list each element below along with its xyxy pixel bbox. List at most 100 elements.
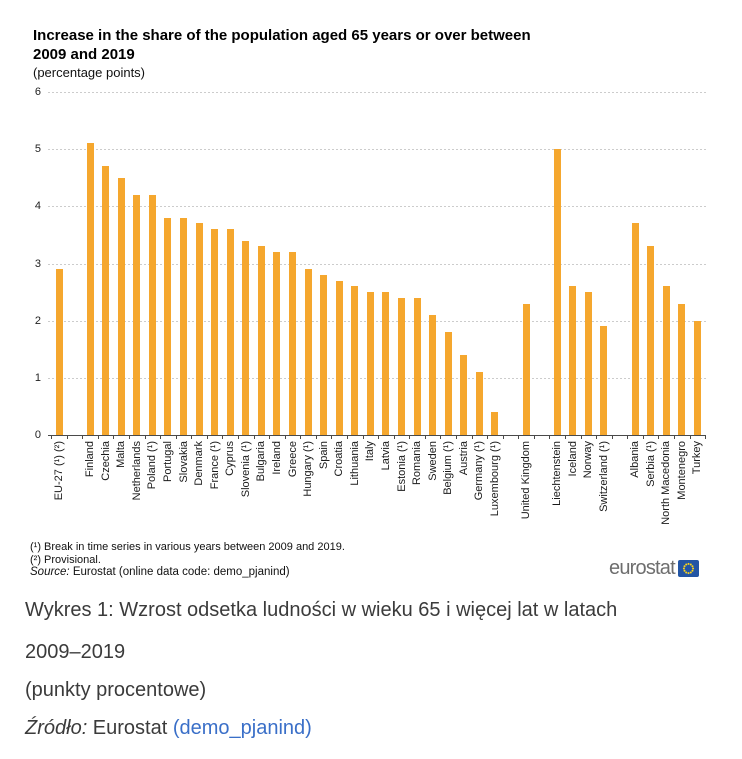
bar [180, 217, 188, 435]
x-axis-tick [627, 435, 629, 439]
bar [475, 372, 483, 435]
bar [211, 229, 219, 435]
bar [257, 246, 265, 435]
chart-title: Increase in the share of the population … [33, 27, 531, 63]
x-axis-tick [175, 435, 177, 439]
x-axis-tick [191, 435, 193, 439]
y-gridline [48, 263, 706, 265]
x-axis-tick [144, 435, 146, 439]
bar [366, 292, 374, 435]
bar [133, 194, 141, 435]
bar [304, 269, 312, 435]
bar [553, 149, 561, 435]
x-axis-tick [222, 435, 224, 439]
x-axis-tick [315, 435, 317, 439]
bar [273, 252, 281, 435]
x-axis-label: Portugal [161, 441, 174, 482]
x-axis-label: Czechia [99, 441, 112, 481]
x-axis-tick [269, 435, 271, 439]
x-axis-label: Switzerland (¹) [597, 441, 610, 512]
x-axis-label: Slovakia [177, 441, 190, 483]
x-axis-label: Finland [84, 441, 97, 478]
x-axis-label: United Kingdom [520, 441, 533, 520]
x-axis-tick [409, 435, 411, 439]
x-axis-tick [440, 435, 442, 439]
bar [429, 314, 437, 435]
x-axis-tick [705, 435, 707, 439]
caption-line-3: (punkty procentowe) [25, 679, 207, 701]
bar [460, 354, 468, 435]
x-axis-tick [113, 435, 115, 439]
x-axis-tick [487, 435, 489, 439]
x-axis-label: France (¹) [208, 441, 221, 490]
source-line: Source: Eurostat (online data code: demo… [30, 566, 290, 578]
x-axis-label: North Macedonia [660, 441, 673, 525]
y-gridline [48, 377, 706, 379]
plot-area: 0 1 2 3 4 5 6 EU-27 (¹) (²) Finland Czechia Malta N… [35, 86, 707, 525]
bar [86, 143, 94, 435]
bar [335, 280, 343, 435]
x-axis-label: Romania [411, 441, 424, 486]
x-axis-label: Belgium (¹) [442, 441, 455, 495]
bar [662, 286, 670, 435]
x-axis-tick [129, 435, 131, 439]
x-axis-label: Italy [364, 441, 377, 462]
x-axis-tick [347, 435, 349, 439]
x-axis-label: Croatia [333, 441, 346, 477]
x-axis-label: Montenegro [675, 441, 688, 500]
x-axis-tick [518, 435, 520, 439]
bar [351, 286, 359, 435]
x-axis-label: Estonia (¹) [395, 441, 408, 492]
bar [413, 297, 421, 435]
x-axis-tick [674, 435, 675, 439]
y-gridline [48, 320, 706, 322]
x-axis-tick [253, 435, 255, 439]
x-axis-tick [658, 435, 660, 439]
y-axis-label: 4 [34, 200, 41, 213]
x-axis-label: Serbia (¹) [644, 441, 657, 487]
x-axis-tick [580, 435, 582, 439]
x-axis-label: Spain [317, 441, 330, 470]
bar [55, 269, 63, 435]
bar [117, 177, 125, 435]
eurostat-logo: eurostat [609, 556, 699, 580]
bar [102, 166, 110, 435]
source-label: Source: [30, 566, 70, 578]
x-axis-label: Slovenia (¹) [239, 441, 252, 498]
bar [600, 326, 608, 435]
caption-line-1: Wykres 1: Wzrost odsetka ludności w wiek… [25, 599, 618, 621]
caption-source-link[interactable]: (demo_pjanind) [172, 717, 312, 739]
eurostat-logo-text: eurostat [609, 557, 676, 579]
bar [398, 297, 406, 435]
x-axis-tick [362, 435, 364, 439]
x-axis-label: Iceland [566, 441, 579, 477]
x-axis-tick [331, 435, 333, 439]
x-axis-tick [160, 435, 162, 439]
x-axis-label: Ireland [270, 441, 283, 475]
x-axis-tick [642, 435, 644, 439]
bar [647, 246, 655, 435]
bar [164, 217, 172, 435]
x-axis-tick [502, 435, 504, 439]
x-axis-label: Norway [582, 441, 595, 479]
footnote-1: (¹) Break in time series in various year… [30, 541, 345, 553]
y-gridline [48, 206, 706, 208]
x-axis-label: Albania [629, 441, 642, 478]
x-axis-tick [456, 435, 458, 439]
x-axis-label: Luxembourg (¹) [488, 441, 501, 517]
x-axis-label: Poland (¹) [146, 441, 159, 490]
bar [195, 223, 203, 435]
y-gridline [48, 92, 706, 93]
y-axis-label: 5 [34, 143, 41, 156]
x-axis-tick [549, 435, 551, 439]
bar [584, 292, 592, 435]
y-gridline [48, 149, 706, 151]
bar [693, 320, 701, 435]
x-axis-label: Malta [115, 441, 128, 468]
bar [522, 303, 530, 435]
x-axis-label: Greece [286, 441, 299, 478]
x-axis-tick [378, 435, 380, 439]
source-text: Eurostat (online data code: demo_pjanind… [69, 566, 290, 578]
x-axis-label: Hungary (¹) [302, 441, 315, 497]
footnotes: (¹) Break in time series in various year… [30, 541, 345, 566]
